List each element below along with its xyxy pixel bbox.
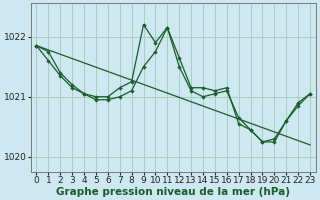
X-axis label: Graphe pression niveau de la mer (hPa): Graphe pression niveau de la mer (hPa) xyxy=(56,187,290,197)
